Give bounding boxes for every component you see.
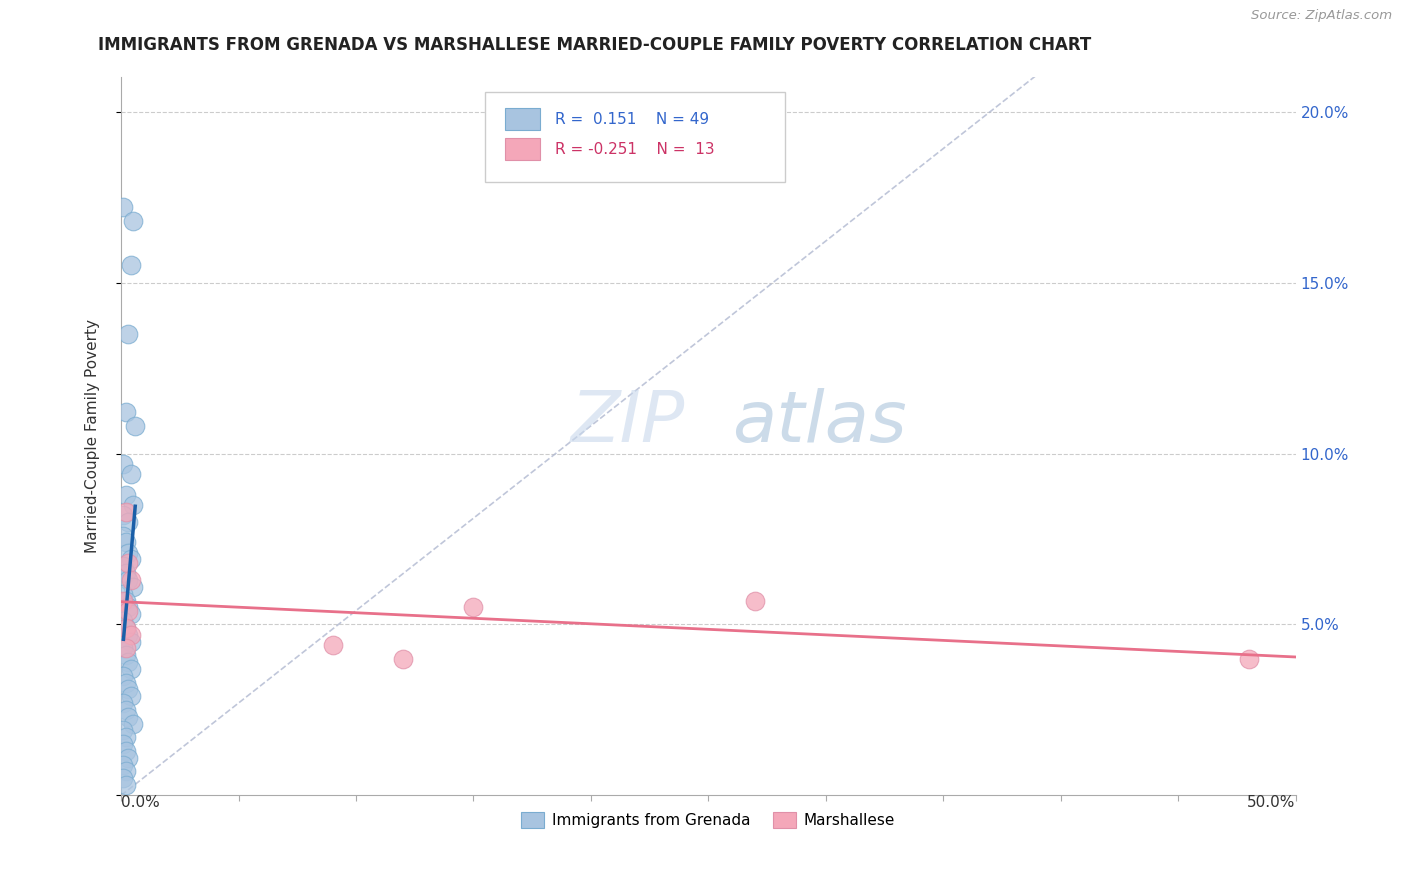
Point <box>114 405 136 419</box>
Point <box>114 535 136 549</box>
Point <box>114 621 136 635</box>
Point <box>392 651 415 665</box>
Point <box>114 744 136 758</box>
Point <box>114 703 136 717</box>
Point <box>120 573 142 587</box>
Y-axis label: Married-Couple Family Poverty: Married-Couple Family Poverty <box>86 319 100 553</box>
Point <box>120 607 142 622</box>
Point <box>117 628 139 642</box>
Point <box>117 682 139 697</box>
FancyBboxPatch shape <box>485 92 785 182</box>
Point <box>122 716 145 731</box>
Point <box>112 614 135 628</box>
Text: ZIP: ZIP <box>571 387 685 457</box>
Point <box>117 604 139 618</box>
Point <box>322 638 344 652</box>
Point <box>120 628 142 642</box>
Point <box>120 259 142 273</box>
Text: R =  0.151    N = 49: R = 0.151 N = 49 <box>554 112 709 127</box>
Point <box>117 515 139 529</box>
Point <box>112 508 135 522</box>
Point <box>114 675 136 690</box>
Text: 50.0%: 50.0% <box>1247 796 1295 811</box>
Point <box>114 487 136 501</box>
Point <box>114 566 136 581</box>
Point <box>463 600 485 615</box>
Point <box>124 419 146 434</box>
Point <box>114 648 136 663</box>
Point <box>120 690 142 704</box>
Point <box>117 600 139 615</box>
Text: atlas: atlas <box>733 387 907 457</box>
Point <box>117 751 139 765</box>
Text: 0.0%: 0.0% <box>121 796 160 811</box>
Point <box>122 214 145 228</box>
Point <box>1237 651 1260 665</box>
Point <box>117 556 139 570</box>
Point <box>122 498 145 512</box>
Bar <box>505 108 540 130</box>
Point <box>120 552 142 566</box>
Point <box>114 505 136 519</box>
Point <box>114 731 136 745</box>
Bar <box>505 138 540 160</box>
Point <box>744 593 766 607</box>
Point <box>112 669 135 683</box>
Point <box>114 764 136 779</box>
Point <box>120 634 142 648</box>
Point <box>112 593 135 607</box>
Point <box>117 573 139 587</box>
Point <box>114 778 136 792</box>
Point <box>117 655 139 669</box>
Point <box>120 467 142 481</box>
Point <box>112 200 135 214</box>
Point <box>112 528 135 542</box>
Point <box>112 723 135 738</box>
Point <box>112 696 135 710</box>
Text: Source: ZipAtlas.com: Source: ZipAtlas.com <box>1251 9 1392 22</box>
Point <box>112 772 135 786</box>
Point <box>112 757 135 772</box>
Text: R = -0.251    N =  13: R = -0.251 N = 13 <box>554 142 714 157</box>
Point <box>114 621 136 635</box>
Point <box>114 641 136 656</box>
Legend: Immigrants from Grenada, Marshallese: Immigrants from Grenada, Marshallese <box>515 806 901 834</box>
Point <box>122 580 145 594</box>
Point <box>112 559 135 574</box>
Point <box>112 457 135 471</box>
Point <box>112 587 135 601</box>
Point <box>112 737 135 751</box>
Point <box>117 710 139 724</box>
Point <box>117 326 139 341</box>
Point <box>112 641 135 656</box>
Point <box>117 546 139 560</box>
Point <box>120 662 142 676</box>
Text: IMMIGRANTS FROM GRENADA VS MARSHALLESE MARRIED-COUPLE FAMILY POVERTY CORRELATION: IMMIGRANTS FROM GRENADA VS MARSHALLESE M… <box>98 36 1091 54</box>
Point <box>114 593 136 607</box>
